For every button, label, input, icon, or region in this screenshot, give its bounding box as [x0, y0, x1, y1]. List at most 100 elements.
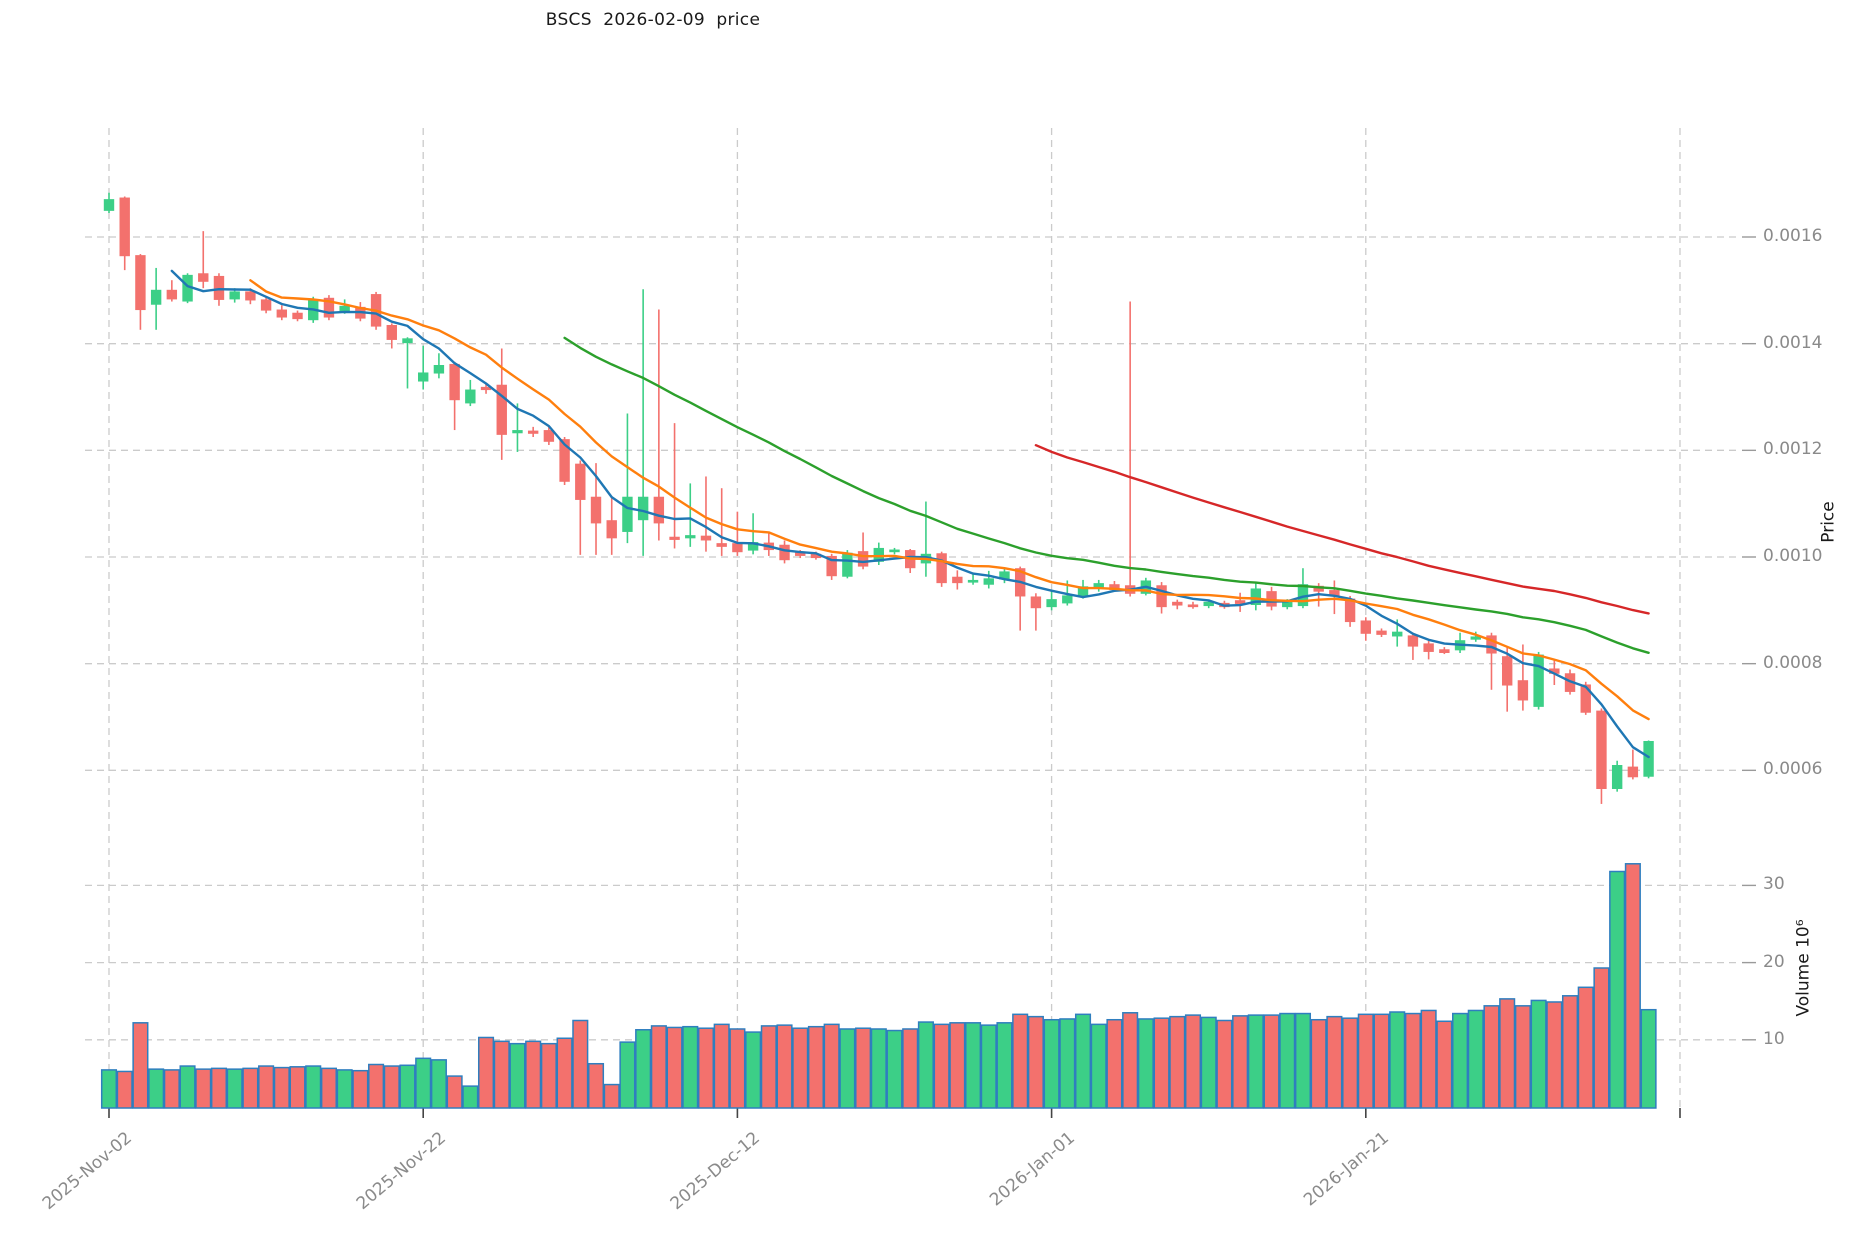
- candle-body: [1077, 586, 1089, 596]
- volume-tick-label: 10: [1763, 1028, 1785, 1049]
- candle-body: [1611, 764, 1623, 789]
- volume-bar: [1326, 1015, 1343, 1109]
- candle-body: [1486, 635, 1497, 654]
- candle-body: [213, 275, 225, 300]
- candle-body: [1376, 630, 1387, 635]
- candle-body: [1313, 585, 1324, 592]
- candle-body: [1596, 710, 1607, 789]
- sma60-line: [1034, 444, 1650, 615]
- candle-body: [1156, 585, 1167, 608]
- volume-bar: [917, 1021, 934, 1109]
- volume-bar: [163, 1069, 180, 1109]
- sma30-line: [563, 336, 1650, 654]
- candle-body: [669, 536, 680, 540]
- candle-body: [418, 372, 429, 382]
- volume-bar: [933, 1023, 950, 1109]
- candle-body: [1062, 595, 1073, 604]
- candle-body: [999, 571, 1010, 580]
- volume-bar: [1389, 1011, 1406, 1109]
- candle-body: [480, 386, 492, 391]
- volume-tick-label: 30: [1763, 874, 1785, 895]
- volume-bar: [116, 1070, 133, 1109]
- candle-body: [1360, 620, 1371, 634]
- volume-bar: [179, 1065, 196, 1109]
- candle-body: [260, 299, 272, 311]
- candle-body: [873, 547, 884, 562]
- candle-body: [402, 338, 413, 344]
- volume-bar: [635, 1029, 652, 1109]
- candle-body: [716, 543, 727, 547]
- candle-body: [1046, 599, 1057, 608]
- volume-axis-label: Volume 10⁶: [1793, 919, 1814, 1017]
- volume-bar: [1232, 1015, 1249, 1109]
- volume-bar: [1200, 1016, 1217, 1109]
- candle-body: [323, 297, 335, 318]
- volume-bar: [745, 1031, 762, 1109]
- candle-body: [685, 535, 696, 539]
- volume-bar: [619, 1041, 636, 1109]
- volume-bar: [273, 1066, 290, 1109]
- volume-bar: [587, 1062, 605, 1109]
- candle-body: [339, 305, 350, 312]
- volume-bar: [823, 1023, 840, 1109]
- candle-body: [245, 291, 256, 301]
- candle-body: [1580, 684, 1591, 713]
- volume-bar: [1106, 1018, 1123, 1109]
- volume-bar: [540, 1042, 557, 1109]
- volume-bar: [226, 1068, 243, 1109]
- candle-body: [166, 289, 178, 300]
- volume-bar: [1452, 1012, 1469, 1109]
- candle-body: [1187, 604, 1199, 608]
- volume-bar: [980, 1024, 997, 1109]
- volume-bar: [1216, 1019, 1233, 1109]
- volume-bar: [477, 1036, 495, 1109]
- candle-body: [936, 553, 947, 584]
- candle-body: [967, 579, 979, 583]
- volume-bar: [1059, 1018, 1076, 1109]
- candle-body: [182, 274, 193, 302]
- volume-bar: [1357, 1013, 1374, 1109]
- volume-bar: [1074, 1013, 1092, 1109]
- sma5-line: [170, 269, 1650, 759]
- candle-body: [983, 578, 994, 585]
- volume-bar: [1514, 1005, 1531, 1109]
- volume-bar: [242, 1067, 259, 1109]
- volume-bar: [996, 1022, 1013, 1109]
- volume-bar: [195, 1068, 212, 1109]
- volume-bar: [1561, 995, 1579, 1109]
- price-tick-label: 0.0014: [1763, 332, 1823, 353]
- sma10-line: [249, 279, 1650, 721]
- volume-bar: [949, 1022, 966, 1109]
- volume-bar: [807, 1025, 825, 1109]
- candle-body: [653, 496, 665, 524]
- price-axis-label: Price: [1818, 501, 1839, 543]
- candle-body: [857, 551, 869, 567]
- price-tick-label: 0.0016: [1763, 226, 1823, 246]
- candle-body: [386, 325, 397, 340]
- volume-bar: [446, 1075, 463, 1109]
- candle-body: [575, 463, 586, 500]
- candle-body: [292, 312, 303, 320]
- volume-bar: [1027, 1015, 1044, 1109]
- volume-bar: [1436, 1020, 1453, 1109]
- candle-body: [135, 255, 146, 311]
- candle-body: [1344, 598, 1356, 623]
- candle-body: [826, 555, 837, 577]
- volume-bar: [1499, 998, 1516, 1109]
- candle-body: [1172, 601, 1183, 606]
- candle-body: [1297, 584, 1309, 607]
- candle-body: [779, 544, 790, 561]
- volume-bar: [965, 1022, 982, 1109]
- volume-bar: [1483, 1005, 1500, 1109]
- candle-body: [1030, 596, 1042, 609]
- candle-body: [622, 496, 633, 532]
- volume-bar: [383, 1065, 400, 1109]
- volume-bar: [336, 1069, 353, 1109]
- volume-bar: [556, 1037, 573, 1109]
- candle-body: [1203, 601, 1214, 607]
- volume-tick-label: 20: [1763, 951, 1785, 972]
- candle-body: [590, 496, 602, 524]
- volume-bar: [572, 1019, 589, 1109]
- candle-body: [637, 496, 649, 521]
